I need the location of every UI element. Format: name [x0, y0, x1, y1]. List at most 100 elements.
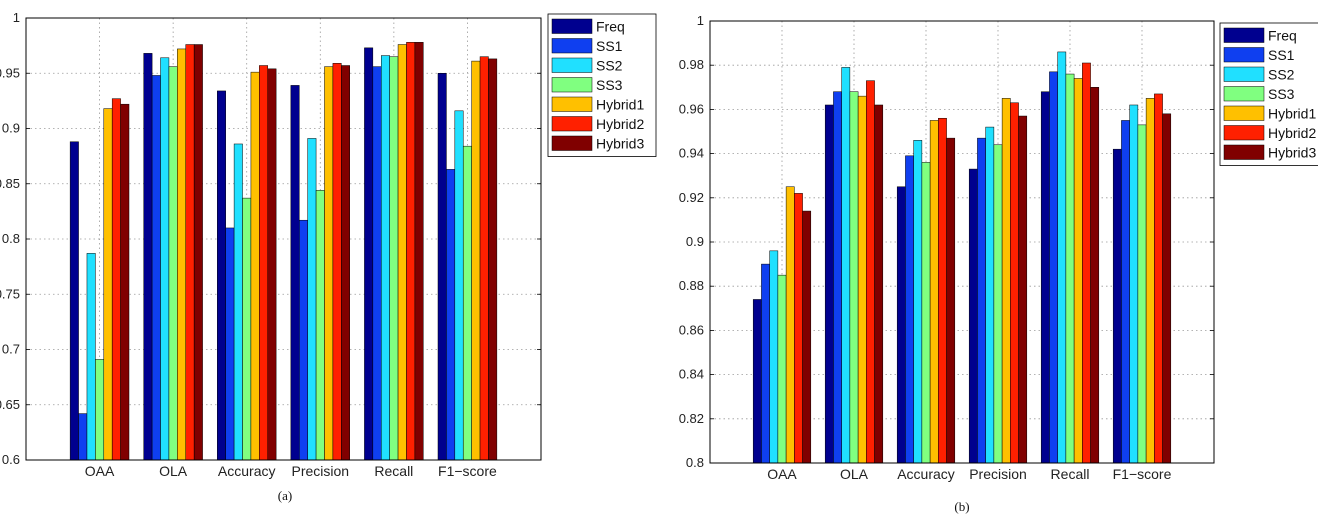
bar — [993, 144, 1003, 464]
bar — [985, 126, 995, 464]
bar — [446, 169, 456, 461]
x-category-label: OLA — [159, 463, 188, 479]
y-tick-label: 1 — [13, 10, 20, 25]
legend-label: SS2 — [596, 58, 623, 74]
y-tick-label: 0.65 — [0, 397, 20, 412]
legend-swatch — [551, 18, 593, 34]
bar — [120, 103, 130, 461]
axes-frame — [709, 20, 1215, 464]
chart-b: 0.8 0.82 0.84 0.86 0.88 0.9 0.92 0.94 0.96 0.98 1 O… — [679, 13, 1318, 514]
bar — [1162, 113, 1172, 464]
x-category-label: F1−score — [438, 463, 497, 479]
bar — [111, 98, 121, 461]
bar — [233, 143, 243, 461]
bar — [1010, 102, 1019, 464]
legend-swatch — [1223, 125, 1265, 141]
legend-swatch — [1223, 144, 1265, 160]
bar — [1040, 91, 1050, 464]
bar — [849, 91, 859, 464]
legend-swatch — [1223, 105, 1265, 121]
legend-swatch — [551, 135, 593, 151]
bar — [977, 137, 986, 464]
legend: Freq SS1 SS2 SS3 Hybrid1 Hybrid2 Hybrid3 — [1219, 22, 1318, 166]
bar — [769, 250, 779, 464]
legend-label: SS1 — [596, 38, 623, 54]
y-tick-label: 0.6 — [2, 452, 20, 467]
legend-swatch — [551, 77, 593, 93]
y-tick-label: 0.94 — [679, 146, 704, 161]
y-tick-label: 0.98 — [679, 57, 704, 72]
bar — [315, 190, 325, 461]
x-category-label: Accuracy — [897, 466, 955, 482]
bar — [267, 68, 277, 461]
legend-swatch — [1223, 47, 1265, 63]
x-category-label: Recall — [374, 463, 413, 479]
bar — [921, 162, 931, 464]
bar — [833, 91, 842, 464]
bar — [341, 65, 350, 461]
bar — [69, 141, 79, 461]
bar — [168, 66, 178, 461]
bar — [1018, 115, 1028, 464]
legend-label: Hybrid1 — [1268, 106, 1316, 122]
x-category-label: Accuracy — [218, 463, 276, 479]
bar — [857, 95, 867, 464]
bar — [185, 44, 195, 461]
y-tick-label: 0.75 — [0, 286, 20, 301]
bar — [414, 42, 424, 461]
y-tick-label: 0.95 — [0, 65, 20, 80]
bar — [454, 110, 464, 461]
y-tick-label: 0.82 — [679, 411, 704, 426]
bar — [1073, 78, 1083, 464]
x-category-label: Precision — [291, 463, 349, 479]
bar — [95, 359, 105, 461]
x-category-label: OLA — [840, 466, 869, 482]
bar — [1049, 71, 1058, 464]
bar — [406, 42, 416, 461]
legend-label: Freq — [596, 19, 625, 35]
bar — [103, 108, 113, 461]
legend-label: SS3 — [1268, 86, 1295, 102]
legend-swatch — [1223, 86, 1265, 102]
bar — [437, 73, 447, 461]
bar — [802, 210, 812, 464]
bar — [794, 193, 803, 464]
legend-swatch — [551, 96, 593, 112]
bar — [1082, 62, 1091, 464]
y-tick-label: 0.84 — [679, 367, 704, 382]
legend-label: Hybrid3 — [596, 136, 644, 152]
bar — [1057, 51, 1067, 464]
bar — [479, 56, 489, 461]
axes-frame — [25, 17, 542, 461]
legend-label: Hybrid2 — [1268, 125, 1316, 141]
bar — [217, 90, 226, 461]
y-tick-label: 1 — [697, 13, 704, 28]
bar — [1154, 93, 1163, 464]
x-category-label: F1−score — [1113, 466, 1172, 482]
bar — [1112, 148, 1122, 464]
bar — [1090, 87, 1100, 464]
bar — [259, 65, 268, 461]
bar — [86, 253, 96, 461]
bar — [143, 53, 153, 461]
bar — [1137, 124, 1147, 464]
bar — [397, 44, 407, 461]
legend-label: Hybrid2 — [596, 116, 644, 132]
legend-swatch — [1223, 27, 1265, 43]
bar — [905, 155, 914, 464]
bar — [874, 104, 884, 464]
bar — [841, 67, 851, 464]
bar — [824, 104, 834, 464]
bar — [1121, 120, 1130, 464]
bar — [968, 168, 978, 464]
bar — [761, 263, 770, 464]
legend-label: SS1 — [1268, 47, 1295, 63]
bar — [471, 60, 481, 461]
bar — [324, 66, 334, 461]
bar — [250, 71, 260, 461]
bar — [78, 413, 88, 461]
x-category-label: Precision — [969, 466, 1027, 482]
bar — [1065, 73, 1075, 464]
bar — [462, 145, 472, 461]
x-category-label: OAA — [85, 463, 115, 479]
